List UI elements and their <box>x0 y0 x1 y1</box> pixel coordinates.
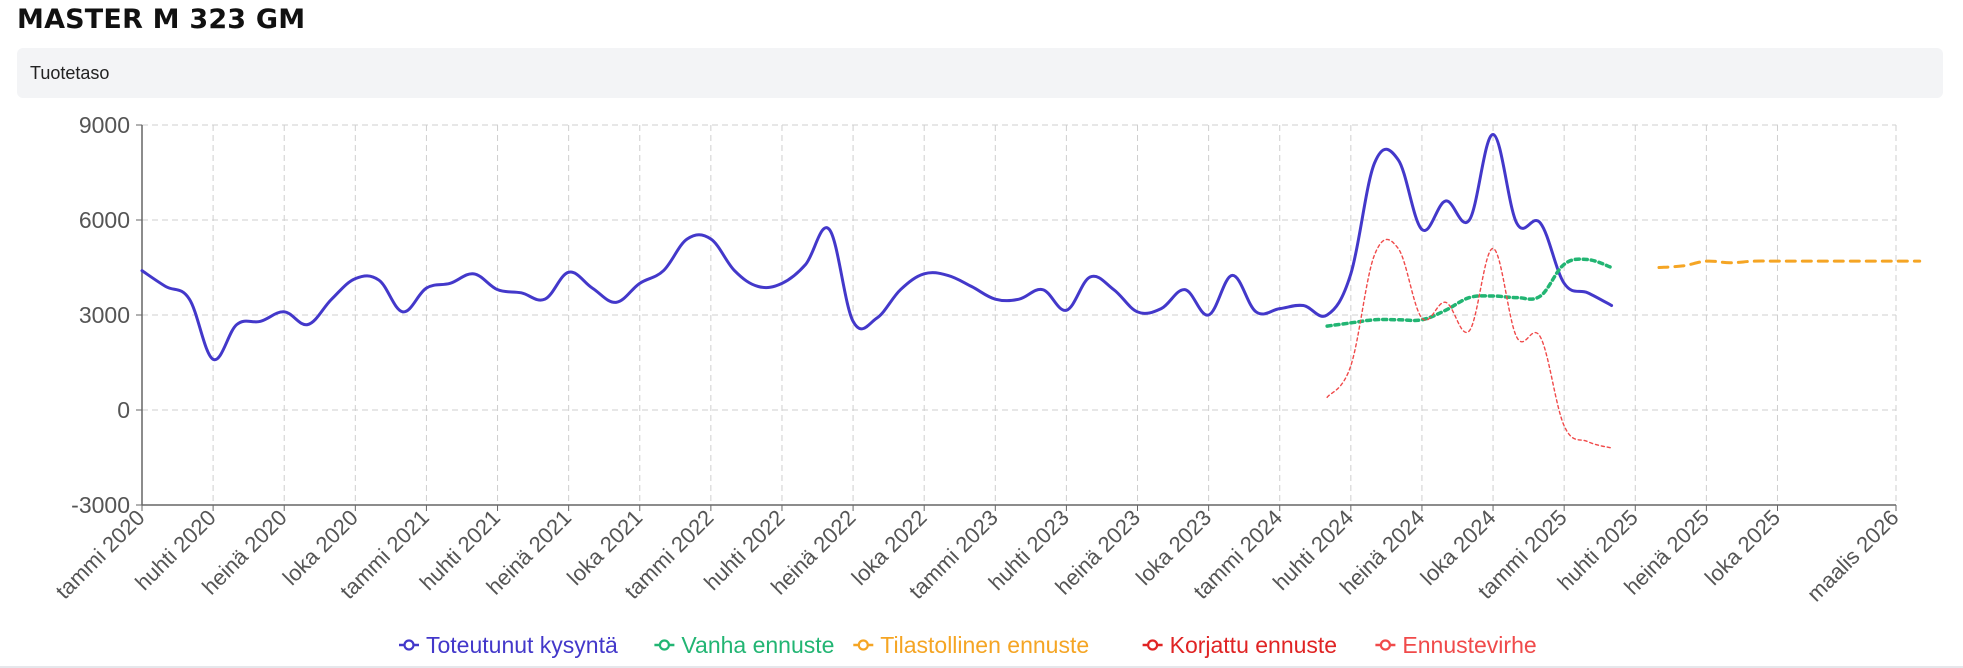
legend-label: Tilastollinen ennuste <box>880 632 1089 658</box>
legend-marker-icon <box>1379 639 1391 651</box>
legend-item[interactable]: Toteutunut kysyntä <box>399 632 618 658</box>
legend-label: Korjattu ennuste <box>1170 632 1338 658</box>
legend-item[interactable]: Vanha ennuste <box>654 632 834 658</box>
page-title: MASTER M 323 GM <box>17 4 306 35</box>
x-tick-label: tammi 2020 <box>51 505 150 604</box>
y-tick-label: -3000 <box>71 492 130 518</box>
legend-label: Ennustevirhe <box>1402 632 1536 658</box>
legend-label: Toteutunut kysyntä <box>426 632 618 658</box>
y-tick-label: 9000 <box>79 112 130 138</box>
series-line-2 <box>1325 257 1614 328</box>
legend-item[interactable]: Ennustevirhe <box>1375 632 1537 658</box>
legend-item[interactable]: Tilastollinen ennuste <box>853 632 1089 658</box>
legend-label: Vanha ennuste <box>681 632 834 658</box>
y-tick-label: 0 <box>117 397 130 423</box>
divider <box>0 666 1963 668</box>
legend-marker-icon <box>1147 639 1159 651</box>
legend-marker-icon <box>403 639 415 651</box>
y-tick-label: 3000 <box>79 302 130 328</box>
series-layer <box>140 132 1922 449</box>
level-selector[interactable]: Tuotetaso <box>17 48 1943 98</box>
series-line-1 <box>140 132 1614 361</box>
legend: Toteutunut kysyntä Vanha ennuste Tilastoll… <box>399 632 1537 658</box>
x-tick-label: loka 2025 <box>1700 505 1785 590</box>
legend-item[interactable]: Korjattu ennuste <box>1142 632 1338 658</box>
legend-marker-icon <box>658 639 670 651</box>
y-tick-label: 6000 <box>79 207 130 233</box>
grid-layer <box>141 124 1897 506</box>
x-tick-label: maalis 2026 <box>1802 505 1904 607</box>
series-line-5 <box>1326 238 1613 449</box>
series-line-3 <box>1657 259 1922 269</box>
legend-marker-icon <box>857 639 869 651</box>
level-label: Tuotetaso <box>30 63 110 83</box>
